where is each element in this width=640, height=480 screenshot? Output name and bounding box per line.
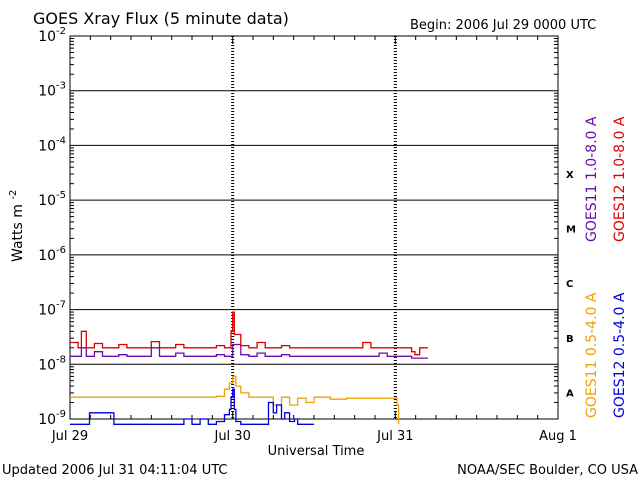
svg-text:Watts m -2: Watts m -2 (8, 190, 26, 262)
y-tick-label: 10-4 (38, 135, 66, 154)
flare-class-labels: X M C B A (566, 170, 576, 400)
legend-entry: GOES11 1.0-8.0 A (584, 116, 600, 242)
x-tick-label: Jul 31 (376, 429, 413, 444)
y-tick-label: 10-3 (38, 81, 66, 100)
series-line (70, 311, 428, 356)
x-axis-label: Universal Time (268, 444, 365, 459)
y-tick-label: 10-8 (38, 354, 66, 373)
y-axis-label-exp: -2 (8, 190, 19, 200)
y-axis-label: Watts m (10, 204, 26, 262)
legend-entry: GOES11 0.5-4.0 A (584, 292, 600, 418)
flare-class-label: A (566, 389, 574, 400)
y-tick-label: 10-9 (38, 409, 66, 428)
credit-label: NOAA/SEC Boulder, CO USA (457, 463, 638, 478)
y-axis-label-group: Watts m -2 (8, 190, 26, 262)
x-tick-label: Jul 30 (213, 429, 250, 444)
flare-class-label: B (566, 334, 574, 345)
chart-title: GOES Xray Flux (5 minute data) (33, 9, 289, 28)
legend-entry: GOES12 0.5-4.0 A (612, 292, 628, 418)
y-axis-ticks: 10-2 10-3 10-4 10-5 10-6 10-7 10-8 10-9 (38, 26, 558, 428)
begin-label: Begin: 2006 Jul 29 0000 UTC (410, 18, 596, 33)
flare-class-label: M (566, 225, 576, 236)
flare-class-label: C (566, 279, 573, 290)
y-tick-label: 10-7 (38, 300, 66, 319)
y-tick-label: 10-5 (38, 190, 66, 209)
flare-class-label: X (566, 170, 574, 181)
legend-entry: GOES12 1.0-8.0 A (612, 116, 628, 242)
updated-label: Updated 2006 Jul 31 04:11:04 UTC (2, 463, 227, 478)
y-tick-label: 10-2 (38, 26, 66, 45)
plot-border (69, 35, 559, 420)
x-axis-ticks: Jul 29 Jul 30 Jul 31 Aug 1 (51, 36, 577, 444)
y-tick-label: 10-6 (38, 245, 66, 264)
series-layer (70, 311, 428, 425)
x-tick-label: Jul 29 (51, 429, 88, 444)
series-line (70, 343, 428, 359)
plot-frame (69, 35, 559, 420)
legend: GOES11 1.0-8.0 A GOES12 1.0-8.0 A GOES11 0… (584, 116, 628, 418)
series-line (70, 388, 314, 425)
x-tick-label: Aug 1 (539, 429, 577, 444)
